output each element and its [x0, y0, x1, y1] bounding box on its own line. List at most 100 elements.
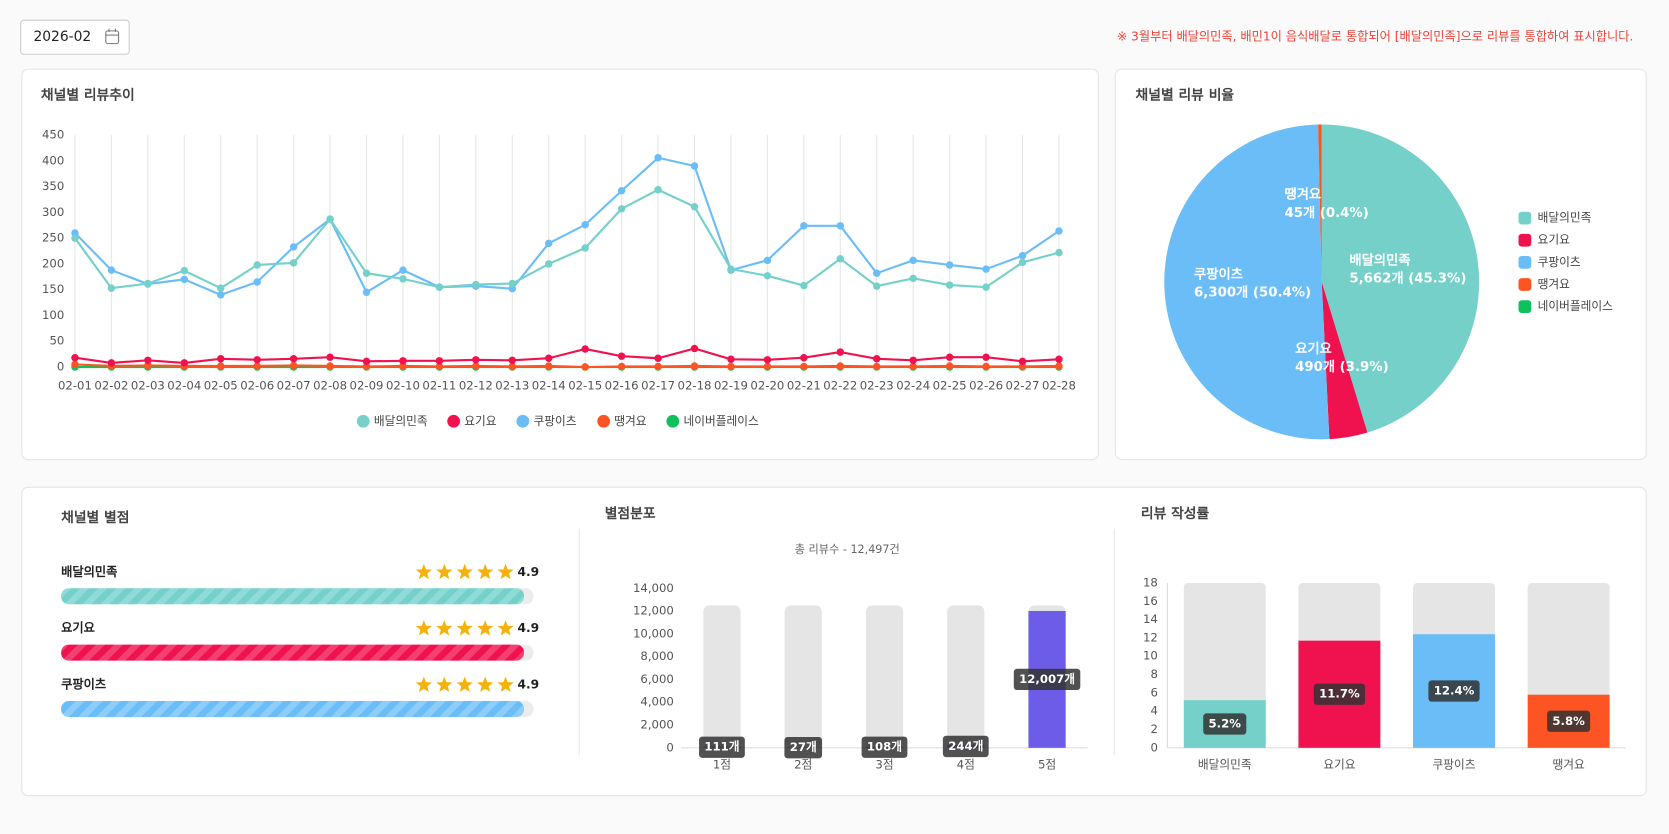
- point: [909, 362, 917, 371]
- x-tick-label: 02-20: [750, 379, 784, 393]
- star-icon: [456, 563, 473, 580]
- star-icon: [436, 563, 453, 580]
- point: [763, 362, 772, 371]
- star-icon: [477, 676, 494, 692]
- point: [1055, 227, 1063, 235]
- x-tick-label: 2점: [794, 757, 812, 771]
- x-tick-label: 02-22: [823, 379, 857, 393]
- y-tick-label: 300: [42, 205, 64, 219]
- x-tick-label: 02-05: [204, 379, 238, 393]
- value-label: 5.8%: [1552, 714, 1585, 728]
- point: [727, 355, 735, 363]
- point: [1018, 251, 1027, 260]
- star-icon: [415, 676, 432, 692]
- point: [217, 284, 225, 292]
- x-tick-label: 요기요: [1323, 757, 1356, 771]
- line: [74, 156, 1060, 296]
- y-tick-label: 250: [42, 231, 64, 245]
- star-icon: [497, 563, 514, 580]
- y-tick-label: 200: [42, 256, 64, 270]
- value-label-bg: [784, 737, 823, 759]
- point: [508, 362, 517, 371]
- chart-title: 별점분포: [605, 505, 656, 522]
- legend-swatch: [597, 414, 611, 428]
- point: [836, 362, 845, 370]
- point: [836, 255, 845, 263]
- point: [362, 288, 371, 297]
- point: [909, 274, 917, 283]
- legend-swatch: [447, 414, 461, 428]
- point: [581, 345, 589, 353]
- x-tick-label: 02-09: [350, 379, 384, 393]
- point: [472, 280, 480, 289]
- point: [617, 352, 626, 360]
- x-tick-label: 1점: [713, 757, 731, 771]
- date-value: 2026-02: [33, 29, 91, 45]
- legend-swatch: [516, 414, 530, 428]
- point: [71, 354, 79, 362]
- date-picker[interactable]: [20, 19, 130, 55]
- card: [21, 486, 1647, 797]
- point: [909, 356, 917, 365]
- x-tick-label: 02-03: [131, 379, 165, 393]
- bar-background: [947, 605, 985, 748]
- point: [545, 260, 553, 268]
- star-icon: [415, 563, 432, 580]
- point: [399, 275, 407, 283]
- point: [617, 205, 626, 213]
- point: [144, 356, 152, 365]
- y-tick-label: 10: [1143, 649, 1158, 663]
- rating-name: 배달의민족: [61, 564, 117, 579]
- rating-name: 쿠팡이츠: [61, 677, 106, 692]
- point: [144, 279, 152, 288]
- point: [362, 357, 371, 366]
- value-label-bg: [1547, 710, 1591, 732]
- point: [1055, 248, 1063, 257]
- legend-label: 네이버플레이스: [1538, 299, 1614, 313]
- point: [690, 203, 699, 211]
- value-label: 27개: [790, 740, 817, 754]
- x-tick-label: 02-27: [1006, 379, 1040, 393]
- x-tick-label: 02-06: [240, 379, 274, 393]
- point: [945, 353, 954, 361]
- y-tick-label: 10,000: [633, 626, 674, 640]
- value-label-bg: [861, 736, 908, 758]
- legend-swatch: [1518, 255, 1532, 269]
- point: [472, 356, 480, 364]
- x-tick-label: 쿠팡이츠: [1433, 757, 1476, 771]
- pie-slice: [1321, 281, 1368, 440]
- calendar-icon[interactable]: [105, 28, 120, 45]
- point: [435, 283, 444, 291]
- point: [873, 355, 881, 363]
- point: [326, 215, 334, 223]
- rating-value: 4.9: [517, 565, 539, 579]
- x-tick-label: 02-07: [277, 379, 311, 393]
- chart-title: 채널별 별점: [61, 509, 129, 526]
- slice-label: 45개 (0.4%): [1284, 205, 1368, 221]
- point: [71, 234, 79, 242]
- y-tick-label: 350: [42, 179, 64, 193]
- x-tick-label: 02-15: [568, 379, 602, 393]
- point: [1055, 355, 1063, 363]
- y-tick-label: 2,000: [640, 718, 673, 732]
- point: [763, 356, 772, 364]
- point: [800, 222, 808, 230]
- x-tick-label: 02-02: [94, 379, 128, 393]
- x-tick-label: 02-08: [313, 379, 347, 393]
- point: [107, 284, 116, 292]
- point: [508, 284, 517, 293]
- y-tick-label: 8,000: [640, 649, 673, 663]
- point: [399, 357, 407, 365]
- y-tick-label: 12,000: [633, 604, 674, 618]
- point: [289, 361, 298, 370]
- legend-label: 배달의민족: [1538, 211, 1592, 225]
- point: [253, 356, 261, 364]
- star-icon: [497, 676, 514, 692]
- point: [326, 353, 334, 361]
- bar-background: [784, 605, 822, 748]
- point: [508, 356, 517, 365]
- point: [654, 186, 662, 194]
- x-tick-label: 땡겨요: [1553, 757, 1586, 771]
- point: [581, 221, 589, 229]
- card: [21, 68, 1099, 461]
